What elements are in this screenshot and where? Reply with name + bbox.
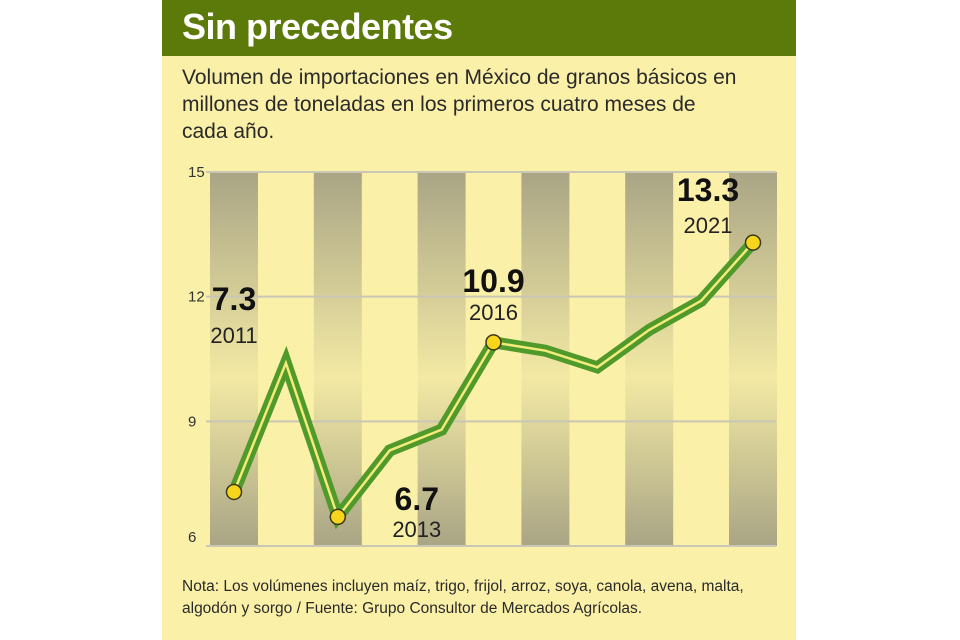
data-label-value: 13.3 — [677, 172, 739, 208]
data-label-value: 6.7 — [395, 481, 439, 517]
y-tick-label: 12 — [188, 289, 205, 306]
chart-title: Sin precedentes — [182, 6, 453, 47]
data-label-year: 2016 — [469, 300, 518, 325]
background-band — [417, 172, 466, 546]
infographic-card: Sin precedentes Volumen de importaciones… — [162, 0, 796, 640]
y-tick-label: 9 — [188, 413, 196, 430]
data-point-marker — [744, 234, 762, 251]
background-band — [729, 172, 777, 546]
data-point-marker — [225, 483, 243, 501]
data-label-value: 10.9 — [462, 263, 524, 299]
y-tick-label: 6 — [188, 529, 196, 546]
data-label-value: 7.3 — [212, 281, 256, 317]
data-point-marker — [485, 334, 502, 351]
data-label-year: 2021 — [684, 213, 733, 238]
chart-subtitle: Volumen de importaciones en México de gr… — [182, 66, 737, 143]
data-point-marker — [329, 508, 347, 526]
data-label-year: 2013 — [392, 517, 441, 542]
background-band — [625, 172, 674, 546]
data-label-year: 2011 — [210, 323, 257, 348]
source-note: Nota: Los volúmenes incluyen maíz, trigo… — [182, 578, 744, 617]
title-bar: Sin precedentes — [162, 0, 796, 56]
y-tick-label: 15 — [188, 164, 205, 181]
